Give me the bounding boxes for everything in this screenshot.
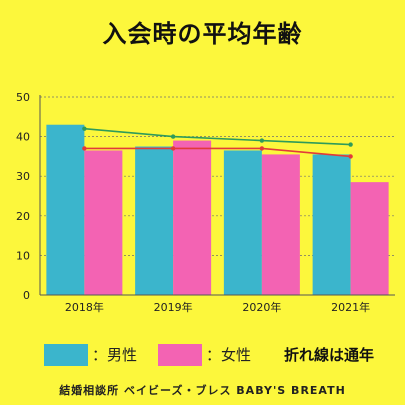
y-tick-label: 40 <box>16 131 30 144</box>
bar-male <box>312 154 351 295</box>
male-trend-point <box>170 134 176 139</box>
bar-female <box>173 140 212 295</box>
axis-layer: 0 10 20 30 40 50 2018年 2019年 2020年 2021年 <box>16 91 395 314</box>
chart-title: 入会時の平均年齢 <box>102 20 303 48</box>
y-tick-label: 50 <box>16 91 30 104</box>
legend-female-label: ：女性 <box>206 346 252 364</box>
bar-male <box>135 146 174 295</box>
footer-brand: 結婚相談所 ベイビーズ・ブレス BABY'S BREATH <box>59 384 346 397</box>
female-trend-point <box>82 146 87 151</box>
y-tick-label: 20 <box>16 210 30 223</box>
legend-female-swatch <box>158 344 202 366</box>
bar-female <box>350 182 389 295</box>
legend: ：男性 ：女性 折れ線は通年 <box>0 340 405 370</box>
male-trend-point <box>348 142 353 147</box>
lines-layer <box>82 126 353 159</box>
y-tick-label: 0 <box>23 289 30 302</box>
legend-male-label: ：男性 <box>92 346 138 364</box>
female-trend-point <box>170 146 176 151</box>
y-tick-label: 10 <box>16 249 30 262</box>
bars-layer <box>46 124 389 295</box>
legend-line-note: 折れ線は通年 <box>284 346 375 364</box>
y-tick-label: 30 <box>16 170 30 183</box>
bar-female <box>261 154 300 295</box>
legend-male-swatch <box>44 344 88 366</box>
x-tick-label: 2021年 <box>331 300 370 314</box>
male-trend-line <box>84 127 351 146</box>
male-trend-point <box>82 126 87 131</box>
x-tick-label: 2018年 <box>65 300 104 314</box>
x-tick-label: 2020年 <box>242 300 281 314</box>
male-trend-point <box>259 138 265 143</box>
female-trend-point <box>348 154 353 159</box>
bar-male <box>46 124 85 295</box>
female-trend-line <box>84 147 351 158</box>
x-tick-label: 2019年 <box>154 300 193 314</box>
bar-male <box>223 150 262 295</box>
bar-female <box>84 150 123 295</box>
female-trend-point <box>259 146 265 151</box>
